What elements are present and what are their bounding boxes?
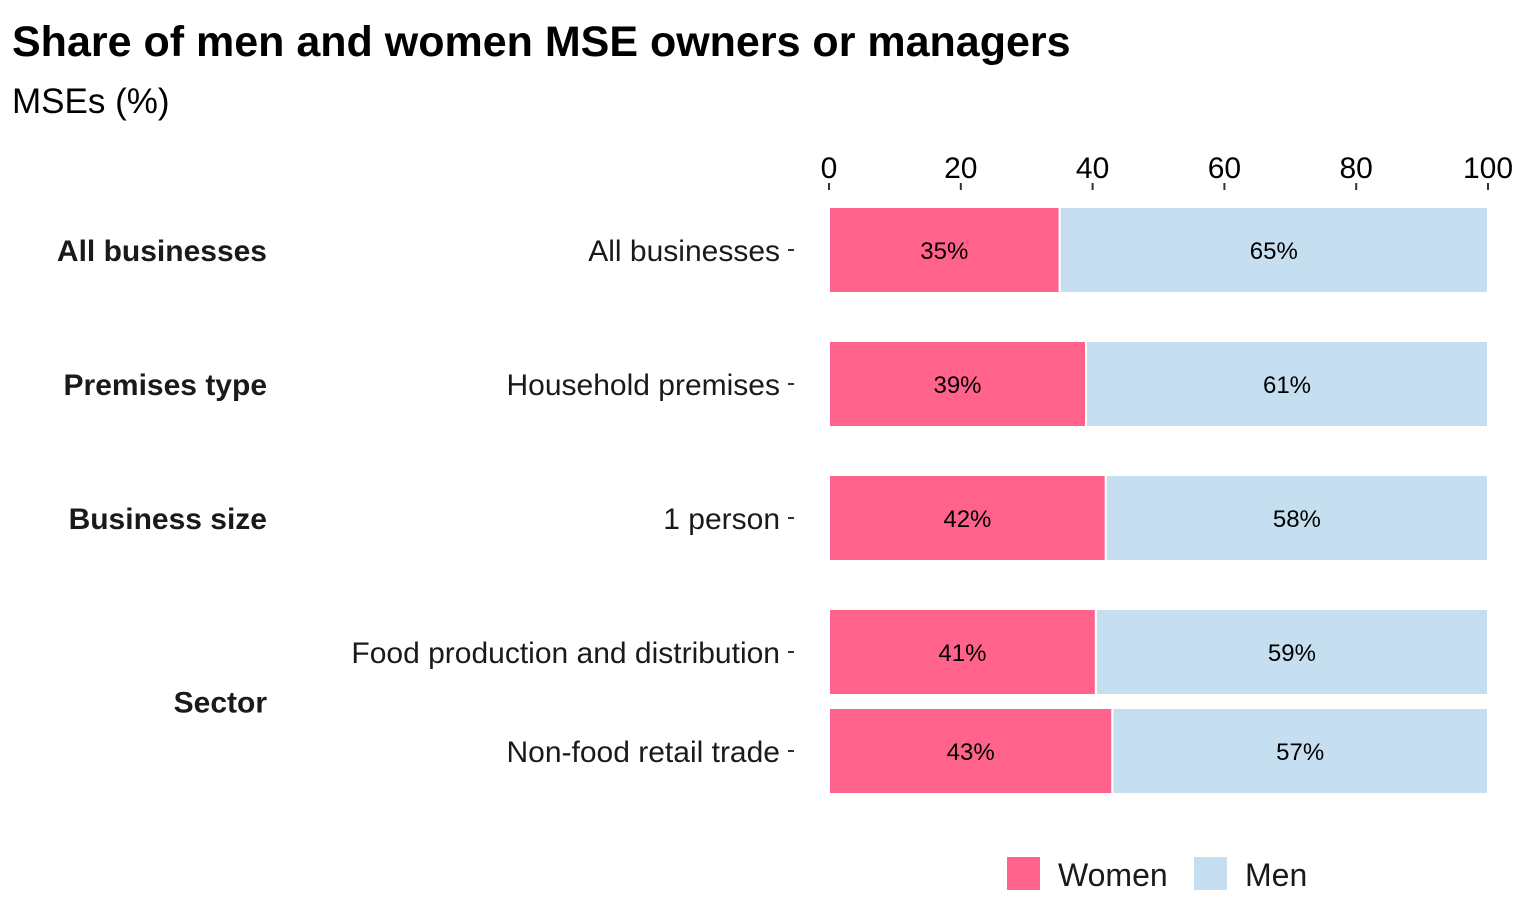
bar-men	[1111, 707, 1489, 795]
category-label: All businesses	[588, 235, 780, 268]
bar-men	[1104, 474, 1490, 562]
data-label-men: 58%	[1273, 506, 1321, 533]
data-label-women: 42%	[943, 506, 991, 533]
data-label-men: 59%	[1268, 640, 1316, 667]
legend-swatch-women	[1007, 857, 1040, 890]
group-label: Sector	[174, 687, 268, 720]
group-label: Business size	[69, 503, 267, 536]
bar-women	[828, 340, 1088, 428]
data-label-women: 41%	[938, 640, 986, 667]
bars	[828, 206, 1490, 795]
group-label: All businesses	[57, 235, 267, 268]
category-label: Food production and distribution	[351, 637, 780, 670]
bar-women	[828, 206, 1061, 294]
category-label: Non-food retail trade	[507, 736, 781, 769]
x-tick-label: 40	[1076, 152, 1109, 185]
data-labels: 35% 65% 39% 61% 42% 58% 41% 59% 43% 57%	[920, 238, 1324, 766]
x-tick-label: 20	[944, 152, 977, 185]
legend-label-women: Women	[1058, 857, 1168, 893]
category-label: Household premises	[507, 369, 780, 402]
data-label-men: 61%	[1263, 372, 1311, 399]
category-labels: All businesses Household premises 1 person…	[351, 235, 794, 769]
legend-swatch-men	[1194, 857, 1227, 890]
bar-women	[828, 608, 1097, 696]
x-tick-label: 80	[1340, 152, 1373, 185]
bar-women	[828, 707, 1114, 795]
category-label: 1 person	[663, 503, 780, 536]
bar-men	[1085, 340, 1489, 428]
data-label-women: 43%	[947, 739, 995, 766]
bar-men	[1094, 608, 1490, 696]
data-label-women: 35%	[920, 238, 968, 265]
x-tick-label: 100	[1463, 152, 1513, 185]
data-label-women: 39%	[933, 372, 981, 399]
group-labels: All businesses Premises type Business size…	[57, 235, 267, 720]
legend-label-men: Men	[1245, 857, 1307, 893]
legend: Women Men	[1007, 857, 1307, 893]
data-label-men: 57%	[1276, 739, 1324, 766]
x-axis: 0 20 40 60 80 100	[821, 152, 1513, 190]
chart-subtitle: MSEs (%)	[12, 82, 170, 121]
chart-title: Share of men and women MSE owners or man…	[12, 18, 1071, 66]
group-label: Premises type	[64, 369, 267, 402]
data-label-men: 65%	[1250, 238, 1298, 265]
x-tick-label: 60	[1208, 152, 1241, 185]
x-tick-label: 0	[821, 152, 838, 185]
bar-men	[1058, 206, 1490, 294]
